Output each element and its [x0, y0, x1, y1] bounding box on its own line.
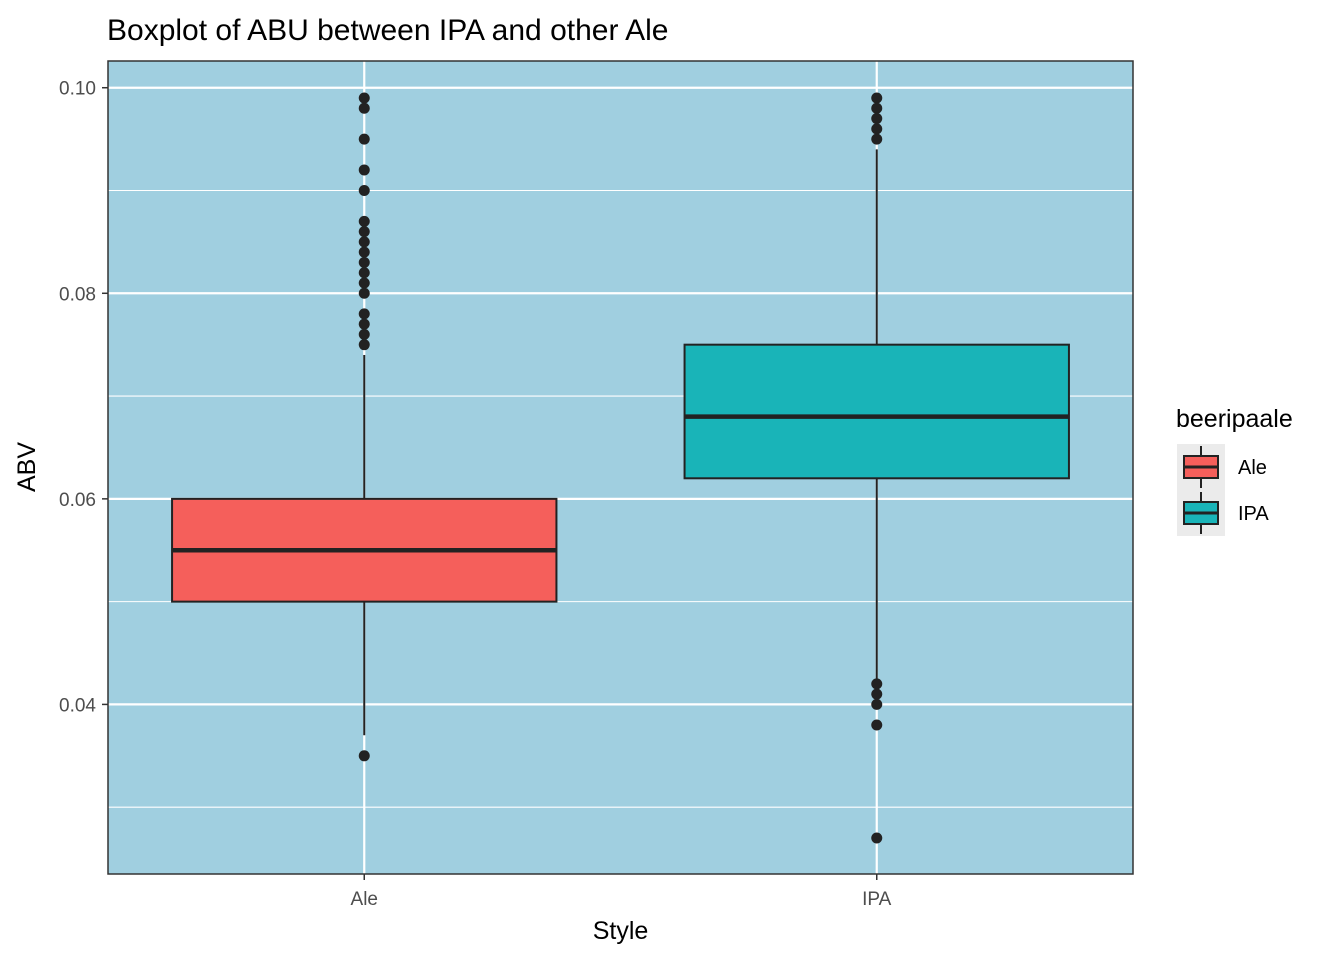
outlier-point — [871, 113, 883, 125]
x-tick-label: Ale — [351, 889, 378, 910]
outlier-point — [871, 832, 883, 844]
x-tick-label: IPA — [862, 889, 892, 910]
legend: beeripaale Ale IPA — [1176, 405, 1293, 536]
outlier-point — [358, 267, 370, 279]
outlier-point — [358, 236, 370, 248]
box-ipa — [683, 92, 1070, 844]
outlier-point — [871, 133, 883, 145]
legend-item-ipa: IPA — [1183, 492, 1269, 534]
chart-title: Boxplot of ABU between IPA and other Ale — [107, 14, 669, 47]
outlier-point — [358, 308, 370, 320]
y-axis-title: ABV — [13, 442, 41, 492]
outlier-point — [358, 92, 370, 104]
outlier-point — [358, 277, 370, 289]
outlier-point — [358, 185, 370, 197]
y-axis: 0.04 0.06 0.08 0.10 — [59, 79, 108, 716]
outlier-point — [358, 750, 370, 762]
outlier-point — [871, 92, 883, 104]
outlier-point — [871, 688, 883, 700]
legend-label: IPA — [1238, 503, 1269, 525]
legend-label: Ale — [1238, 457, 1267, 479]
box-iqr — [683, 343, 1070, 480]
plot-panel-border — [107, 60, 1134, 875]
boxes — [171, 92, 1070, 844]
outlier-point — [871, 719, 883, 731]
legend-item-ale: Ale — [1183, 446, 1267, 488]
outlier-point — [358, 226, 370, 238]
outlier-point — [871, 678, 883, 690]
box-ale — [171, 92, 558, 762]
outlier-point — [358, 133, 370, 145]
outlier-point — [358, 102, 370, 114]
outlier-point — [358, 215, 370, 227]
outlier-point — [871, 102, 883, 114]
x-axis: Ale IPA — [351, 874, 892, 910]
y-tick-label: 0.10 — [59, 79, 96, 100]
outlier-point — [871, 698, 883, 710]
y-tick-label: 0.04 — [59, 695, 96, 716]
legend-title: beeripaale — [1176, 405, 1293, 433]
outlier-point — [358, 328, 370, 340]
x-axis-title: Style — [593, 917, 649, 945]
outlier-point — [358, 287, 370, 299]
outlier-point — [358, 339, 370, 351]
outlier-point — [358, 256, 370, 268]
outlier-point — [358, 246, 370, 258]
y-tick-label: 0.06 — [59, 490, 96, 511]
outlier-point — [871, 123, 883, 135]
outlier-point — [358, 164, 370, 176]
outlier-point — [358, 318, 370, 330]
y-tick-label: 0.08 — [59, 284, 96, 305]
